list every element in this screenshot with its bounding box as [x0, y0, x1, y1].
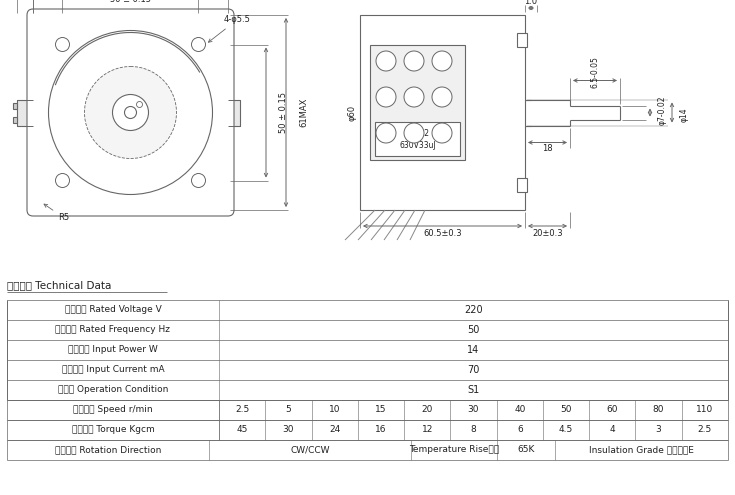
Text: 20±0.3: 20±0.3 [532, 230, 563, 239]
Bar [370, 45, 465, 160]
Circle shape [432, 51, 452, 71]
Text: 45: 45 [237, 426, 248, 435]
Text: 10: 10 [329, 405, 340, 414]
Circle shape [376, 51, 396, 71]
Text: 1.0: 1.0 [525, 0, 537, 6]
Text: 50: 50 [467, 325, 480, 335]
Text: Temperature Rise温升: Temperature Rise温升 [409, 446, 499, 454]
Text: 70: 70 [467, 365, 480, 375]
Text: 24: 24 [329, 426, 340, 435]
Text: 输出转矩 Torque Kgcm: 输出转矩 Torque Kgcm [71, 426, 154, 435]
Text: 15: 15 [375, 405, 387, 414]
Text: 额定电压 Rated Voltage V: 额定电压 Rated Voltage V [65, 305, 162, 314]
Circle shape [404, 87, 424, 107]
Text: 60.5±0.3: 60.5±0.3 [423, 230, 462, 239]
Bar [13, 102, 17, 108]
Text: 4: 4 [609, 426, 615, 435]
Text: 6: 6 [517, 426, 523, 435]
Text: 110: 110 [696, 405, 714, 414]
Text: CW/CCW: CW/CCW [290, 446, 329, 454]
Bar [360, 15, 525, 210]
Text: φ7-0.02: φ7-0.02 [658, 96, 667, 125]
Bar [517, 33, 527, 47]
Circle shape [432, 123, 452, 143]
Text: 5: 5 [285, 405, 291, 414]
Text: 65K: 65K [517, 446, 535, 454]
Text: φ60: φ60 [348, 104, 356, 121]
Text: 60: 60 [606, 405, 618, 414]
Circle shape [56, 174, 70, 188]
Text: 61MAX: 61MAX [299, 98, 309, 127]
Text: 额定频率 Rated Frequency Hz: 额定频率 Rated Frequency Hz [56, 326, 171, 335]
Circle shape [376, 123, 396, 143]
Circle shape [432, 87, 452, 107]
Text: 14: 14 [467, 345, 480, 355]
Text: 16: 16 [375, 426, 387, 435]
Text: 50 ± 0.15: 50 ± 0.15 [110, 0, 151, 4]
Bar [13, 116, 17, 122]
Text: 技术参数 Technical Data: 技术参数 Technical Data [7, 280, 112, 290]
Circle shape [404, 51, 424, 71]
Text: 20: 20 [422, 405, 433, 414]
Circle shape [56, 38, 70, 51]
Circle shape [112, 95, 148, 131]
Text: 输出转速 Speed r/min: 输出转速 Speed r/min [74, 405, 153, 414]
Text: 3: 3 [656, 426, 662, 435]
Text: 30: 30 [467, 405, 479, 414]
Text: 50: 50 [560, 405, 572, 414]
Text: 旋转方向 Rotation Direction: 旋转方向 Rotation Direction [54, 446, 161, 454]
Bar [517, 178, 527, 192]
Circle shape [137, 101, 143, 107]
Bar [17, 99, 33, 126]
Text: 4.5: 4.5 [559, 426, 573, 435]
Text: 630V33uJ: 630V33uJ [399, 141, 436, 149]
Circle shape [49, 31, 212, 195]
Text: 40: 40 [514, 405, 526, 414]
Bar [375, 122, 460, 156]
Text: 220: 220 [465, 305, 483, 315]
Text: 50 ± 0.15: 50 ± 0.15 [279, 92, 289, 133]
FancyBboxPatch shape [27, 9, 234, 216]
Text: 80: 80 [653, 405, 664, 414]
Text: 输入电流 Input Current mA: 输入电流 Input Current mA [62, 365, 165, 375]
Text: 18: 18 [542, 144, 553, 153]
Text: 12: 12 [422, 426, 433, 435]
Circle shape [376, 87, 396, 107]
Text: 6.5-0.05: 6.5-0.05 [590, 56, 600, 89]
Text: R5: R5 [44, 204, 69, 222]
Text: 输入功率 Input Power W: 输入功率 Input Power W [68, 346, 158, 354]
Circle shape [85, 66, 176, 158]
Text: 8: 8 [470, 426, 476, 435]
Text: Insulation Grade 绝缘等级E: Insulation Grade 绝缘等级E [589, 446, 694, 454]
Circle shape [404, 123, 424, 143]
Circle shape [192, 38, 206, 51]
Text: 4-φ5.5: 4-φ5.5 [209, 15, 251, 42]
Circle shape [192, 174, 206, 188]
Text: CBB22: CBB22 [405, 130, 430, 139]
Circle shape [124, 106, 137, 118]
Text: 工作制 Operation Condition: 工作制 Operation Condition [58, 386, 168, 395]
Bar [228, 99, 240, 126]
Text: 30: 30 [283, 426, 294, 435]
Text: S1: S1 [467, 385, 480, 395]
Text: 2.5: 2.5 [235, 405, 249, 414]
Text: 2.5: 2.5 [698, 426, 712, 435]
Text: φ14: φ14 [679, 107, 689, 122]
